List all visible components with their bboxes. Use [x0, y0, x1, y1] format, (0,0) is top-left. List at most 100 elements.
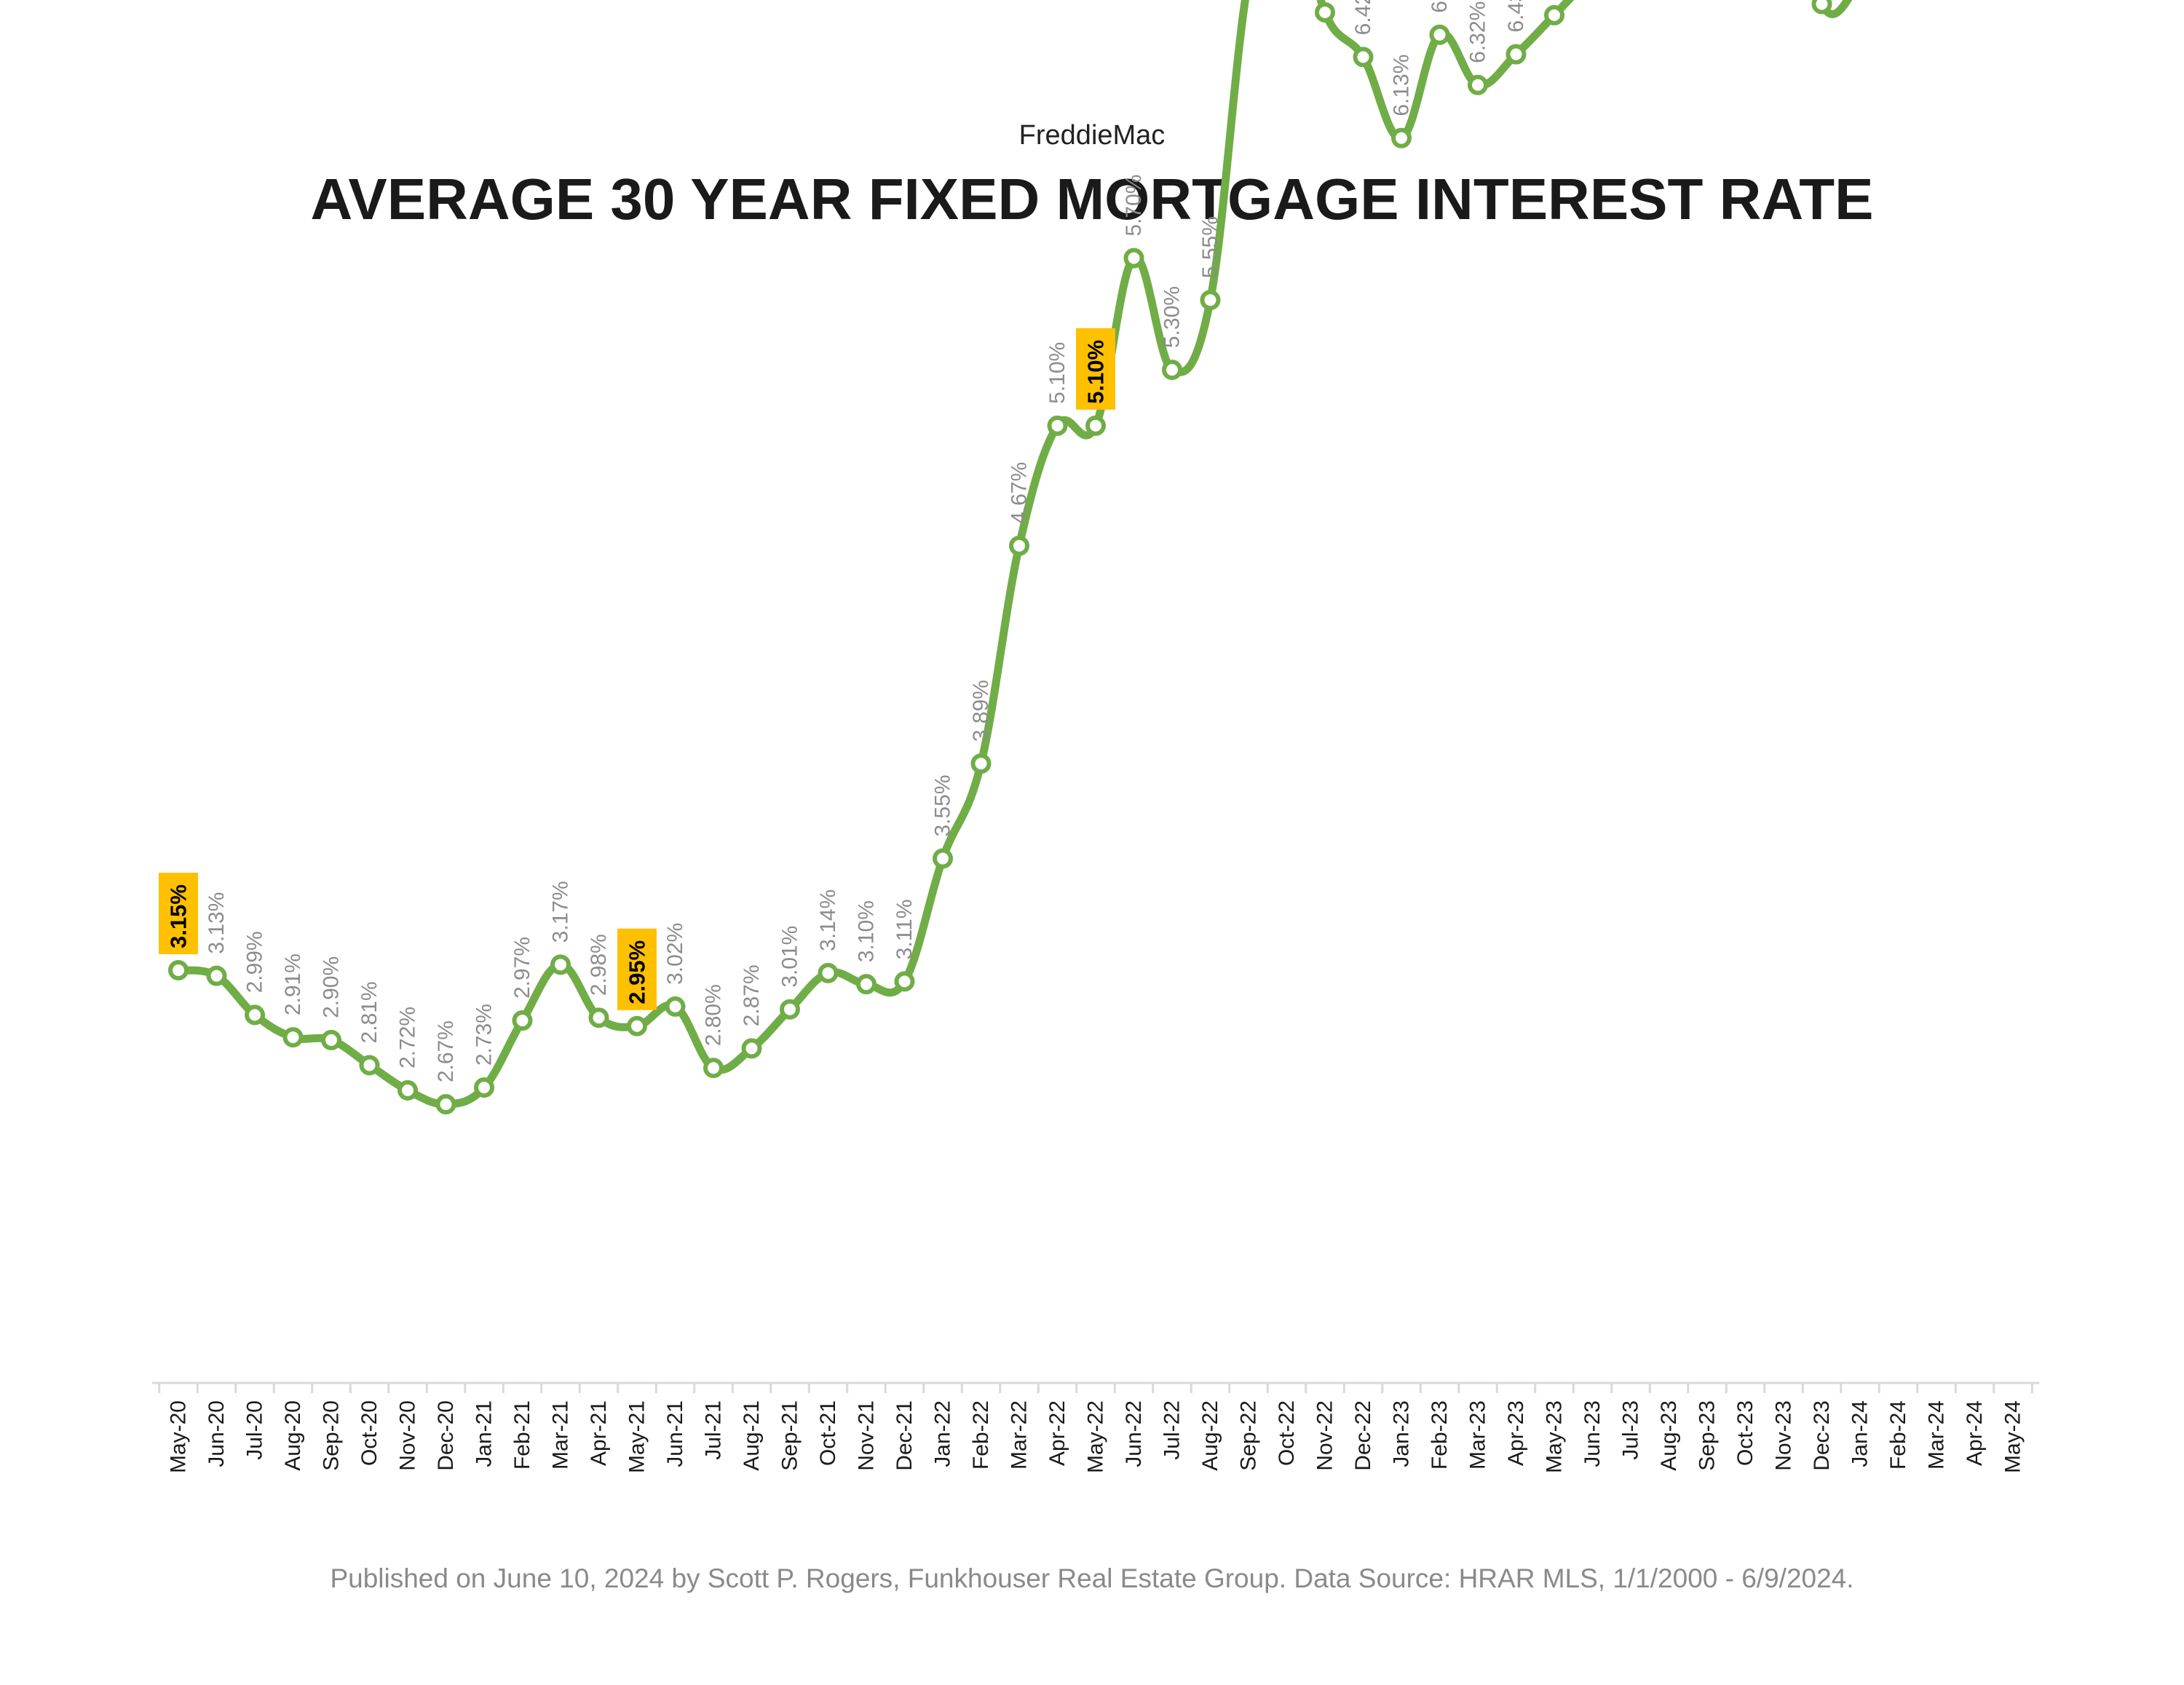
x-tick-label-group: Jul-22: [1160, 1400, 1184, 1460]
data-point-nov-22: [1315, 2, 1335, 23]
x-tick-label-group: Jan-24: [1848, 1400, 1872, 1467]
data-label-group: 5.55%: [1198, 216, 1222, 278]
data-label: 2.99%: [243, 931, 267, 993]
x-tick-label: Jun-22: [1122, 1400, 1146, 1467]
x-tick-label-group: May-21: [625, 1400, 649, 1473]
data-label: 3.14%: [816, 889, 840, 951]
highlight-label-box: [617, 928, 657, 1010]
x-tick-label: Feb-22: [969, 1400, 993, 1470]
x-tick-label-group: Sep-22: [1237, 1400, 1261, 1471]
data-point-feb-23: [1429, 24, 1450, 45]
x-tick-label-group: Jan-21: [472, 1400, 496, 1467]
data-label: 6.32%: [1466, 1, 1490, 63]
x-tick-label: May-22: [1084, 1400, 1108, 1473]
x-tick-label: Nov-21: [855, 1400, 879, 1471]
x-tick-label-group: Oct-20: [357, 1400, 381, 1466]
x-tick-labels: May-20 Jun-20 Jul-20 Aug-20 Sep-20 Oct-20 Nov-…: [167, 1400, 2025, 1473]
x-tick-label-group: Aug-21: [740, 1400, 764, 1471]
data-label: 2.90%: [320, 956, 344, 1018]
data-label-group: 3.14%: [816, 889, 840, 951]
data-label-group: 3.01%: [778, 926, 802, 988]
data-point-jul-21: [703, 1058, 724, 1079]
x-tick-label-group: Jul-20: [243, 1400, 267, 1460]
data-point-aug-22: [1200, 290, 1221, 311]
data-label: 2.98%: [587, 934, 611, 996]
x-tick-label: Oct-20: [357, 1400, 381, 1466]
x-tick-label: Jul-22: [1160, 1400, 1184, 1460]
data-label: 3.11%: [893, 900, 917, 960]
data-point-may-20: [168, 960, 189, 980]
x-tick-label: Dec-22: [1351, 1400, 1375, 1471]
x-tick-label-group: Oct-22: [1275, 1400, 1299, 1466]
data-label: 2.95%: [625, 940, 650, 1004]
x-tick-label: May-23: [1543, 1400, 1567, 1473]
data-label: 3.01%: [778, 926, 802, 988]
data-point-dec-21: [894, 971, 915, 992]
x-axis: [151, 1381, 2040, 1393]
x-tick-label: Feb-21: [510, 1400, 534, 1470]
data-point-sep-20: [321, 1029, 341, 1050]
data-label-group: 5.10%: [1045, 342, 1069, 404]
highlight-label-group: 5.10%: [1076, 328, 1115, 410]
x-tick-label-group: Sep-20: [320, 1400, 344, 1471]
data-label: 3.89%: [969, 680, 993, 742]
data-point-oct-21: [818, 962, 839, 983]
data-label-group: 2.81%: [357, 981, 381, 1043]
data-label: 6.42%: [1351, 0, 1375, 35]
data-label: 2.73%: [472, 1004, 496, 1066]
x-tick-label-group: Jun-21: [663, 1400, 687, 1467]
data-point-jan-23: [1391, 127, 1412, 148]
data-label-group: 3.55%: [931, 774, 955, 836]
data-label-group: 2.67%: [434, 1020, 458, 1082]
data-label: 5.10%: [1083, 340, 1109, 404]
x-tick-label-group: Sep-21: [778, 1400, 802, 1471]
x-tick-label: Aug-23: [1657, 1400, 1681, 1471]
data-point-aug-20: [282, 1027, 304, 1048]
x-tick-label-group: Feb-22: [969, 1400, 993, 1470]
data-point-jan-22: [933, 848, 953, 869]
data-point-may-23: [1544, 4, 1564, 25]
data-label-group: 3.13%: [205, 892, 229, 954]
data-label-group: 6.13%: [1390, 55, 1414, 116]
x-tick-label-group: Jul-21: [702, 1400, 726, 1460]
x-tick-label-group: Dec-21: [893, 1400, 917, 1471]
x-tick-label: Nov-23: [1772, 1400, 1796, 1471]
x-tick-label-group: Nov-22: [1313, 1400, 1337, 1471]
x-tick-label: Nov-20: [396, 1400, 420, 1471]
x-tick-label: Aug-22: [1198, 1400, 1222, 1471]
x-tick-label-group: Jun-20: [205, 1400, 229, 1467]
chart-title: AVERAGE 30 YEAR FIXED MORTGAGE INTEREST …: [310, 167, 1874, 231]
data-label-group: 2.98%: [587, 934, 611, 996]
x-tick-label: Jun-20: [205, 1400, 229, 1467]
x-tick-label: Jun-21: [663, 1400, 687, 1467]
data-label-group: 2.87%: [740, 964, 764, 1026]
data-label-group: 2.90%: [320, 956, 344, 1018]
x-tick-label-group: Mar-23: [1466, 1400, 1490, 1470]
data-label: 5.55%: [1198, 216, 1222, 278]
data-point-jan-21: [474, 1077, 494, 1098]
data-label: 4.67%: [1008, 462, 1032, 524]
data-label-group: 2.72%: [396, 1007, 420, 1069]
data-label: 5.30%: [1160, 286, 1184, 348]
data-point-apr-21: [588, 1007, 609, 1028]
highlight-label-group: 3.15%: [159, 873, 198, 954]
x-tick-label: Aug-20: [281, 1400, 305, 1471]
x-tick-label: Oct-21: [816, 1400, 840, 1466]
x-tick-label-group: Feb-23: [1428, 1400, 1452, 1470]
x-tick-label-group: Apr-23: [1504, 1400, 1528, 1466]
x-tick-label-group: Jul-23: [1619, 1400, 1643, 1460]
data-label: 3.17%: [549, 881, 573, 943]
x-tick-label-group: Jun-22: [1122, 1400, 1146, 1467]
data-point-jun-22: [1123, 247, 1144, 269]
x-tick-label-group: Mar-24: [1925, 1400, 1949, 1470]
x-tick-label: Dec-20: [434, 1400, 458, 1471]
series-line-layer: [174, 0, 1853, 1109]
data-label-group: 2.97%: [510, 937, 534, 999]
data-point-apr-22: [1047, 415, 1068, 436]
x-tick-label-group: Nov-20: [396, 1400, 420, 1471]
data-point-jun-20: [206, 965, 227, 986]
x-tick-label-group: Jan-22: [931, 1400, 955, 1467]
highlight-label-group: 2.95%: [617, 928, 657, 1010]
x-tick-label-group: Feb-24: [1886, 1400, 1910, 1470]
data-label: 6.13%: [1390, 55, 1414, 116]
